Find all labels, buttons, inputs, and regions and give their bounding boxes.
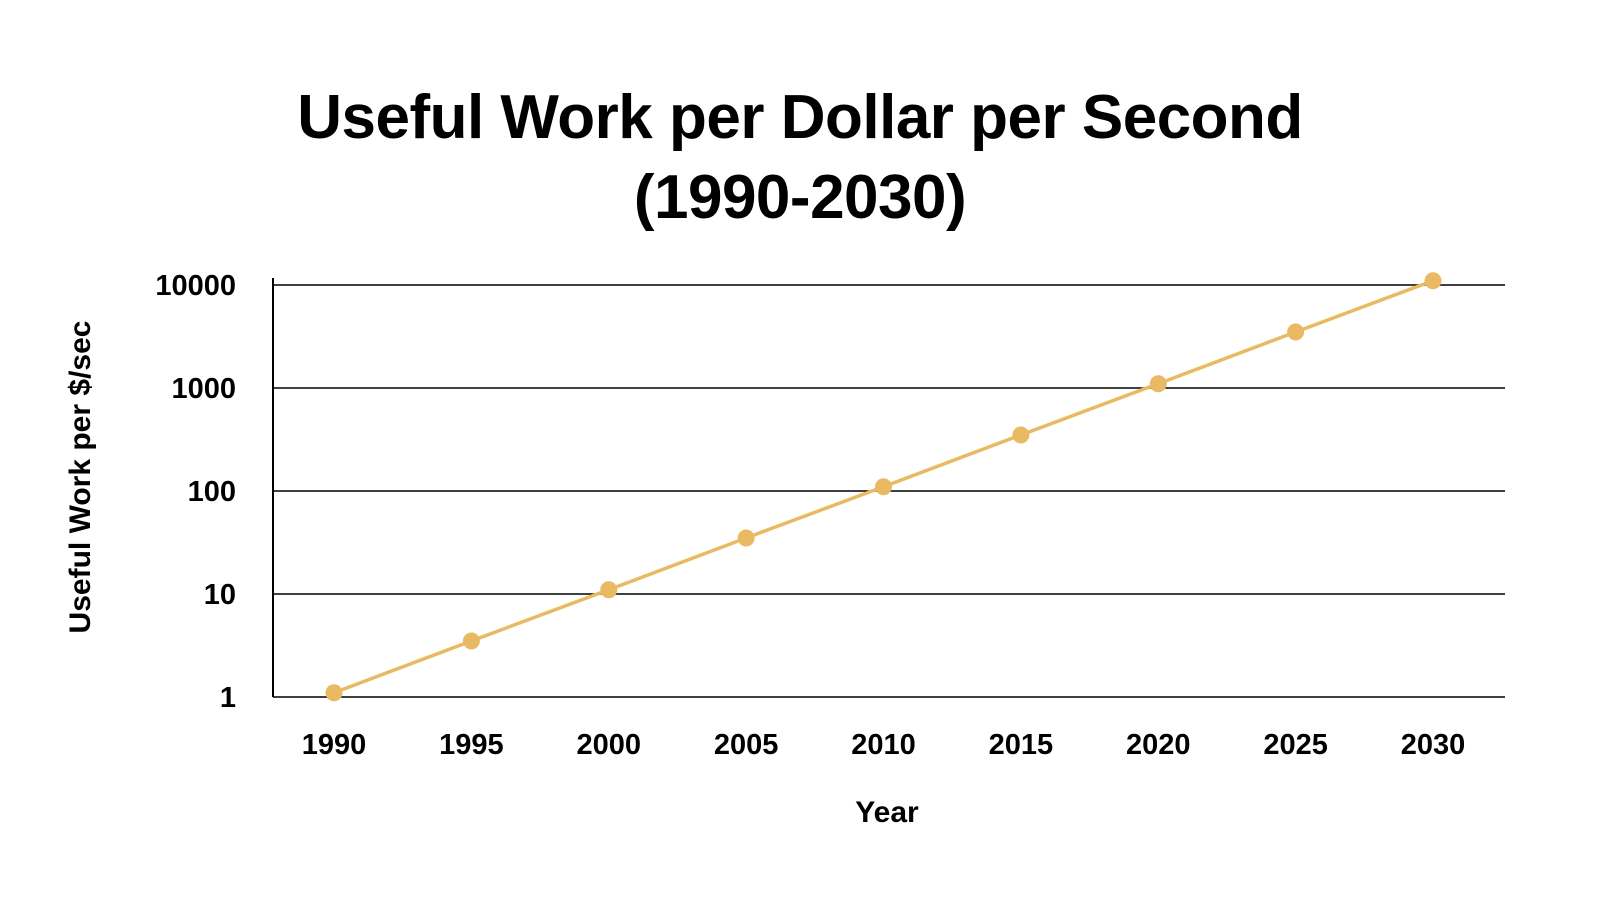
y-tick-labels: 1 10 100 1000 10000: [155, 270, 236, 714]
data-point: [600, 581, 618, 599]
y-tick-label: 1: [220, 682, 236, 714]
data-point: [1012, 426, 1030, 444]
x-tick-label: 2000: [576, 729, 641, 761]
data-point: [1424, 272, 1442, 290]
x-tick-label: 1990: [302, 729, 367, 761]
x-tick-label: 2015: [989, 729, 1054, 761]
chart-title: Useful Work per Dollar per Second (1990-2…: [0, 78, 1600, 238]
chart-title-line: Useful Work per Dollar per Second: [297, 83, 1303, 152]
y-tick-label: 100: [188, 476, 236, 508]
data-point: [325, 684, 343, 702]
x-tick-label: 2020: [1126, 729, 1191, 761]
y-tick-label: 10: [204, 579, 236, 611]
x-tick-label: 2005: [714, 729, 779, 761]
x-tick-label: 2030: [1401, 729, 1466, 761]
y-tick-label: 10000: [155, 270, 236, 302]
x-tick-labels: 1990 1995 2000 2005 2010 2015 2020 2025 2030: [302, 729, 1466, 761]
data-point: [1287, 323, 1305, 341]
data-point: [737, 529, 755, 547]
x-axis-title: Year: [855, 796, 919, 829]
x-tick-label: 2010: [851, 729, 916, 761]
series-layer: [325, 272, 1442, 702]
data-point: [875, 478, 892, 496]
y-tick-label: 1000: [171, 373, 236, 405]
data-point: [462, 632, 480, 650]
chart-title-line: (1990-2030): [633, 163, 967, 232]
data-point: [1149, 375, 1167, 393]
x-tick-label: 1995: [439, 729, 504, 761]
y-axis-title: Useful Work per $/sec: [64, 321, 97, 634]
x-tick-label: 2025: [1263, 729, 1328, 761]
